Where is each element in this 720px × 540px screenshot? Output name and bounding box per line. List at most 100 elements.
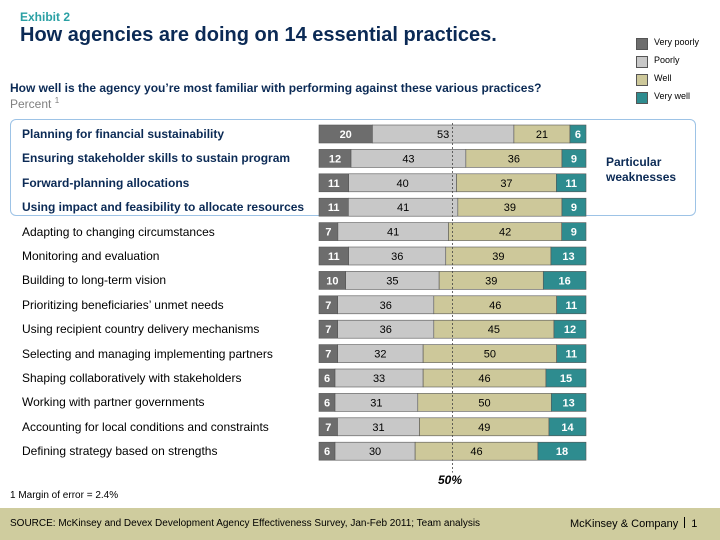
- bar-value-label: 20: [340, 129, 352, 141]
- bar-segment: [569, 124, 587, 144]
- bar-value-label: 42: [499, 227, 511, 239]
- bar-value-label: 16: [559, 275, 571, 287]
- bar-value-label: 15: [560, 373, 572, 385]
- bar-value-label: 31: [370, 397, 382, 409]
- legend-swatch: [636, 56, 648, 68]
- brand-name: McKinsey & Company: [570, 518, 679, 530]
- bar-value-label: 9: [571, 153, 577, 165]
- page-title: How agencies are doing on 14 essential p…: [20, 24, 497, 46]
- bar-value-label: 36: [380, 300, 392, 312]
- bar-value-label: 32: [374, 349, 386, 361]
- legend-swatch: [636, 92, 648, 104]
- legend-swatch: [636, 38, 648, 50]
- brand-separator: [684, 517, 686, 528]
- bar-segment: [542, 271, 587, 290]
- bar-value-label: 11: [565, 349, 577, 361]
- bar-segment: [550, 246, 587, 266]
- row-label: Working with partner governments: [22, 395, 205, 410]
- bar-value-label: 33: [373, 373, 385, 385]
- bar-value-label: 30: [369, 446, 381, 458]
- bar-value-label: 14: [561, 422, 574, 434]
- row-label: Ensuring stakeholder skills to sustain p…: [22, 151, 291, 166]
- legend-label: Well: [654, 73, 672, 83]
- row-label: Using impact and feasibility to allocate…: [22, 200, 305, 215]
- footnote: 1 Margin of error = 2.4%: [10, 490, 119, 501]
- bar-value-label: 6: [575, 129, 581, 141]
- survey-question: How well is the agency you’re most famil…: [10, 81, 542, 95]
- row-label: Adapting to changing circumstances: [22, 224, 215, 239]
- bar-segment: [561, 222, 587, 241]
- bar-segment: [561, 197, 587, 217]
- fifty-percent-label: 50%: [438, 473, 463, 487]
- bar-value-label: 36: [508, 153, 520, 165]
- row-label: Selecting and managing implementing part…: [22, 346, 273, 361]
- bar-value-label: 7: [325, 227, 331, 239]
- legend-label: Very poorly: [654, 37, 700, 47]
- bar-value-label: 13: [562, 251, 574, 263]
- bar-segment: [556, 344, 587, 363]
- bar-value-label: 50: [478, 397, 490, 409]
- bar-value-label: 43: [402, 153, 414, 165]
- footer-bar: SOURCE: McKinsey and Devex Development A…: [0, 508, 720, 540]
- bar-value-label: 9: [571, 202, 577, 214]
- source-text: SOURCE: McKinsey and Devex Development A…: [10, 518, 481, 529]
- brand: McKinsey & Company 1: [570, 517, 697, 530]
- bar-value-label: 7: [325, 324, 331, 336]
- row-label: Forward-planning allocations: [22, 175, 190, 190]
- bar-value-label: 49: [478, 422, 490, 434]
- bar-segment: [556, 173, 587, 193]
- bar-segment: [545, 368, 587, 388]
- row-label: Using recipient country delivery mechani…: [22, 322, 260, 337]
- bar-value-label: 7: [325, 300, 331, 312]
- bar-value-label: 37: [500, 178, 512, 190]
- particular-weaknesses-label: Particular weaknesses: [606, 155, 677, 184]
- bar-value-label: 21: [536, 129, 548, 141]
- bar-value-label: 13: [563, 397, 575, 409]
- bar-value-label: 12: [564, 324, 576, 336]
- bar-value-label: 31: [372, 422, 384, 434]
- bar-value-label: 11: [565, 300, 577, 312]
- bar-value-label: 46: [478, 373, 490, 385]
- bar-value-label: 11: [328, 202, 340, 214]
- bar-value-label: 46: [489, 300, 501, 312]
- legend-label: Very well: [654, 91, 691, 101]
- bar-segment: [556, 295, 587, 315]
- row-label: Defining strategy based on strengths: [22, 444, 218, 459]
- bar-value-label: 35: [386, 275, 398, 287]
- bar-value-label: 36: [391, 251, 403, 263]
- bar-value-label: 11: [328, 178, 340, 190]
- bar-value-label: 45: [488, 324, 500, 336]
- bar-value-label: 39: [504, 202, 516, 214]
- bar-value-label: 10: [326, 275, 338, 287]
- row-label: Shaping collaboratively with stakeholder…: [22, 371, 242, 385]
- row-label: Building to long-term vision: [22, 273, 167, 288]
- unit-label: Percent 1: [10, 96, 59, 111]
- exhibit-label: Exhibit 2: [20, 10, 71, 24]
- page-number: 1: [691, 518, 698, 530]
- bar-value-label: 7: [325, 349, 331, 361]
- bar-value-label: 36: [380, 324, 392, 336]
- bar-value-label: 41: [397, 202, 409, 214]
- bar-value-label: 53: [437, 129, 449, 141]
- bar-value-label: 39: [492, 251, 504, 263]
- unit-text: Percent: [10, 97, 52, 111]
- bar-segment: [561, 149, 587, 168]
- bar-segment: [537, 441, 587, 461]
- bar-value-label: 41: [387, 227, 399, 239]
- bar-value-label: 11: [328, 251, 340, 263]
- bar-segment: [548, 417, 587, 437]
- bar-value-label: 40: [396, 178, 408, 190]
- legend-swatch: [636, 74, 648, 86]
- bar-value-label: 39: [485, 275, 497, 287]
- bar-value-label: 12: [329, 153, 341, 165]
- bar-value-label: 6: [324, 397, 330, 409]
- bar-segment: [553, 319, 587, 339]
- bar-value-label: 9: [571, 227, 577, 239]
- bar-value-label: 7: [325, 422, 331, 434]
- bar-value-label: 46: [470, 446, 482, 458]
- legend-label: Poorly: [654, 55, 680, 65]
- bar-value-label: 18: [556, 446, 568, 458]
- bar-value-label: 50: [484, 349, 496, 361]
- bar-value-label: 6: [324, 446, 330, 458]
